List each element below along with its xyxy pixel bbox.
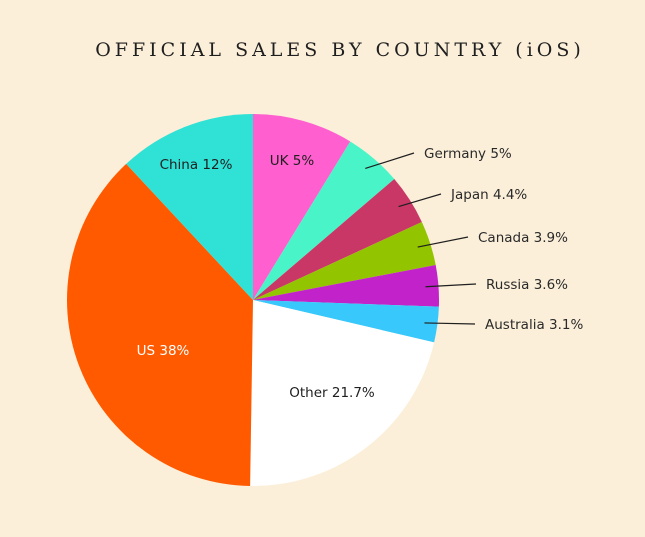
leader-line-germany xyxy=(365,152,415,169)
leader-line-canada xyxy=(417,236,469,248)
slice-china xyxy=(126,114,253,300)
leader-line-japan xyxy=(398,193,442,208)
pie-slices xyxy=(67,114,439,486)
slice-uk xyxy=(253,114,351,300)
slice-japan xyxy=(253,179,422,300)
slice-label-other: Other 21.7% xyxy=(289,385,375,401)
slice-label-uk: UK 5% xyxy=(270,153,315,169)
slice-australia xyxy=(253,300,439,343)
slice-label-china: China 12% xyxy=(160,157,233,173)
slice-us xyxy=(67,163,254,486)
slice-other xyxy=(250,300,435,486)
callout-label-japan: Japan 4.4% xyxy=(450,187,527,203)
callout-leaders xyxy=(365,152,477,325)
callout-label-australia: Australia 3.1% xyxy=(485,317,583,333)
leader-line-russia xyxy=(425,283,477,288)
callout-label-canada: Canada 3.9% xyxy=(478,230,568,246)
slice-labels: UK 5% Germany 5% Japan 4.4% Canada 3.9% Russ… xyxy=(137,146,584,401)
slice-russia xyxy=(253,265,439,307)
slice-label-us: US 38% xyxy=(137,343,190,359)
callout-label-germany: Germany 5% xyxy=(424,146,512,162)
leader-line-australia xyxy=(424,322,476,325)
chart-title: OFFICIAL SALES BY COUNTRY (iOS) xyxy=(95,39,585,61)
slice-germany xyxy=(253,141,395,300)
slice-canada xyxy=(253,221,436,300)
callout-label-russia: Russia 3.6% xyxy=(486,277,568,293)
